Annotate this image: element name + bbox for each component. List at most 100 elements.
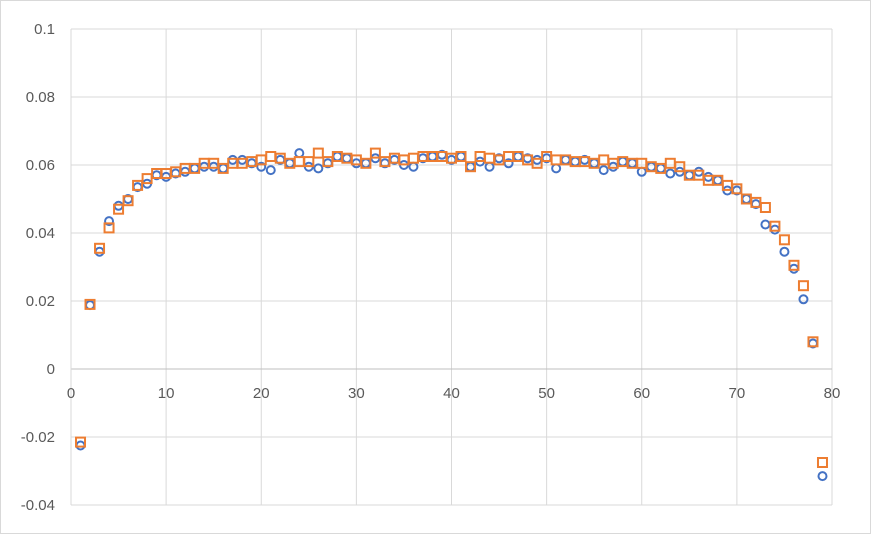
- data-point: [208, 161, 219, 172]
- data-point: [103, 222, 115, 234]
- data-point: [75, 440, 86, 451]
- y-tick-label: 0.08: [26, 89, 55, 106]
- series-2: [75, 147, 828, 468]
- data-point: [674, 161, 686, 173]
- data-point: [408, 161, 419, 172]
- data-point: [769, 224, 780, 235]
- data-point: [113, 200, 124, 211]
- data-point: [503, 158, 514, 169]
- data-point: [703, 171, 714, 182]
- data-point: [617, 156, 628, 167]
- data-point: [218, 163, 229, 174]
- data-point: [456, 151, 467, 162]
- data-point: [779, 246, 790, 257]
- data-point: [817, 471, 828, 482]
- data-point: [122, 195, 134, 207]
- data-point: [256, 161, 267, 172]
- data-point: [731, 183, 743, 195]
- data-point: [313, 163, 324, 174]
- y-tick-label: -0.04: [21, 497, 55, 514]
- data-point: [332, 151, 343, 162]
- data-point: [532, 154, 543, 165]
- data-point: [788, 263, 799, 274]
- data-point: [94, 246, 105, 257]
- data-point: [788, 259, 800, 271]
- data-point: [484, 161, 495, 172]
- data-point: [560, 154, 571, 165]
- data-point: [798, 294, 809, 305]
- data-point: [598, 165, 609, 176]
- x-tick-label: 30: [348, 385, 365, 402]
- data-point: [85, 300, 96, 311]
- data-point: [759, 202, 771, 213]
- data-point: [664, 157, 676, 169]
- y-tick-label: 0.04: [26, 225, 55, 242]
- data-point: [369, 147, 381, 159]
- data-point: [227, 154, 238, 165]
- data-point: [294, 148, 305, 159]
- y-tick-label: 0.06: [26, 157, 55, 174]
- data-point: [341, 153, 352, 164]
- data-point: [760, 219, 771, 230]
- data-point: [104, 216, 115, 227]
- x-tick-label: 50: [538, 385, 555, 402]
- data-point: [665, 168, 676, 179]
- data-point: [189, 163, 200, 174]
- x-tick-label: 40: [443, 385, 460, 402]
- data-point: [407, 152, 419, 164]
- data-point: [455, 151, 467, 162]
- data-point: [684, 170, 695, 181]
- data-point: [513, 151, 524, 162]
- x-tick-label: 0: [67, 385, 75, 402]
- data-point: [693, 166, 704, 177]
- data-point: [199, 161, 210, 172]
- data-point: [465, 161, 476, 172]
- data-point: [113, 203, 125, 215]
- x-tick-label: 20: [253, 385, 270, 402]
- data-point: [312, 147, 324, 159]
- x-tick-label: 80: [824, 385, 841, 402]
- data-point: [265, 165, 276, 176]
- data-point: [531, 157, 543, 169]
- data-point: [484, 152, 496, 164]
- data-point: [84, 298, 96, 310]
- data-point: [180, 166, 191, 177]
- data-point: [608, 161, 619, 172]
- data-point: [75, 436, 87, 448]
- data-point: [360, 157, 372, 169]
- data-point: [360, 158, 371, 169]
- y-tick-label: 0.02: [26, 293, 55, 310]
- tick-labels: 0 10 20 30 40 50 60 70 80 0.1 0.08 0.06 0.04 0.02 0 -0.…: [21, 21, 841, 514]
- data-point: [94, 242, 106, 254]
- data-point: [284, 158, 295, 169]
- data-point: [465, 161, 477, 173]
- x-tick-label: 10: [158, 385, 175, 402]
- data-point: [712, 175, 723, 186]
- data-point: [237, 154, 248, 165]
- gridlines: [70, 28, 833, 506]
- y-tick-label: -0.02: [21, 429, 55, 446]
- x-tick-label: 60: [633, 385, 650, 402]
- data-point: [655, 163, 666, 174]
- data-point: [807, 336, 819, 348]
- data-point: [265, 151, 277, 162]
- data-point: [550, 154, 562, 166]
- data-point: [598, 154, 610, 166]
- data-point: [797, 280, 809, 292]
- data-point: [570, 156, 581, 167]
- data-point: [589, 158, 600, 169]
- data-point: [778, 234, 790, 246]
- data-points: [75, 147, 828, 482]
- data-point: [303, 156, 315, 168]
- data-point: [427, 151, 438, 162]
- data-point: [741, 194, 752, 204]
- data-point: [646, 161, 657, 172]
- y-tick-label: 0.1: [34, 21, 55, 38]
- data-point: [132, 179, 144, 191]
- y-tick-label: 0: [47, 361, 55, 378]
- data-point: [769, 220, 781, 232]
- data-point: [627, 158, 638, 169]
- data-point: [551, 163, 562, 174]
